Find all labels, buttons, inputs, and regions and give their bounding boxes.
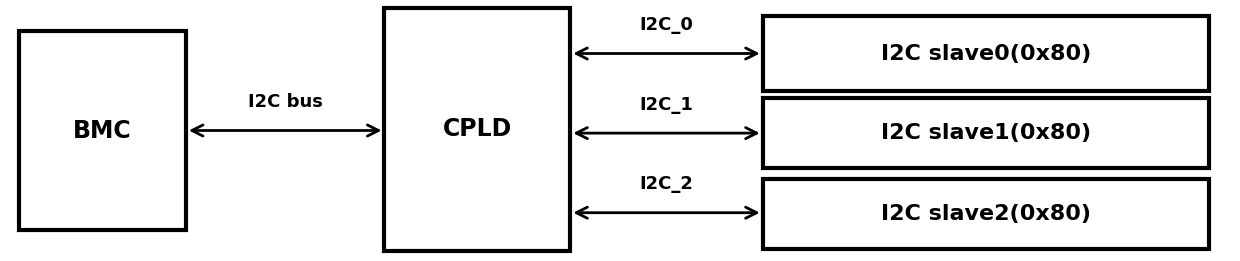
Text: BMC: BMC (73, 118, 131, 143)
Text: I2C slave1(0x80): I2C slave1(0x80) (880, 123, 1091, 143)
Text: I2C slave0(0x80): I2C slave0(0x80) (880, 44, 1091, 63)
Bar (384, 8, 570, 251)
Text: I2C_1: I2C_1 (639, 96, 693, 114)
Text: CPLD: CPLD (443, 117, 512, 141)
Text: I2C_0: I2C_0 (639, 16, 693, 34)
Text: I2C bus: I2C bus (248, 93, 322, 111)
Text: I2C_2: I2C_2 (639, 175, 693, 193)
Bar (19, 31, 186, 230)
Bar (763, 16, 1209, 91)
Bar (763, 98, 1209, 168)
Bar (763, 179, 1209, 249)
Text: I2C slave2(0x80): I2C slave2(0x80) (880, 204, 1091, 224)
